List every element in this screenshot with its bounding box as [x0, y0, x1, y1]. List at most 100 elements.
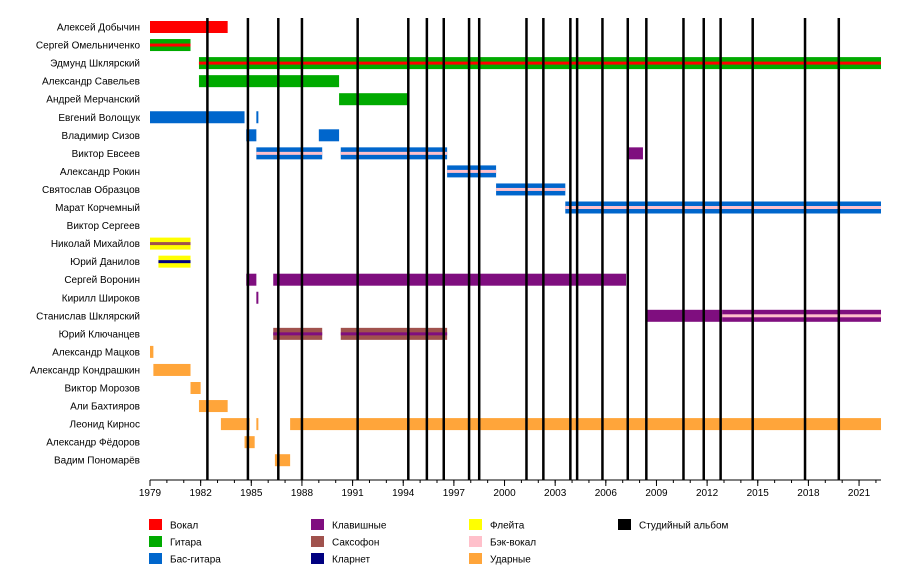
legend-label: Кларнет	[332, 555, 371, 566]
x-tick-label: 2012	[696, 488, 719, 499]
member-bar-drums	[153, 363, 191, 376]
legend-label: Флейта	[490, 521, 525, 532]
member-name: Кирилл Широков	[62, 293, 140, 304]
x-tick-label: 1991	[341, 488, 364, 499]
member-bar-accent-backing	[256, 151, 323, 155]
member-name: Сергей Омельниченко	[36, 41, 141, 52]
member-bar-accent-backing	[722, 314, 881, 318]
legend-label: Саксофон	[332, 537, 379, 549]
legend: Вокал Гитара Бас-гитара Клавишные Саксофон Кл…	[149, 519, 729, 566]
album-lines	[206, 18, 841, 480]
member-bar-drums	[190, 382, 201, 394]
legend-swatch-flute	[469, 519, 482, 530]
x-tick-label: 2018	[797, 488, 820, 499]
x-tick-label: 1979	[139, 488, 162, 499]
member-bar-drums	[150, 345, 154, 358]
member-name: Юрий Данилов	[70, 257, 140, 268]
legend-label: Клавишные	[332, 521, 387, 532]
member-name: Евгений Волощук	[58, 113, 140, 124]
member-bar-accent-backing	[340, 151, 448, 155]
member-bar-accent-vocal	[198, 61, 881, 65]
member-name: Марат Корчемный	[55, 203, 140, 214]
x-tick-label: 2015	[747, 488, 770, 499]
legend-item-keys: Клавишные	[311, 519, 387, 532]
member-bar-accent-backing	[447, 169, 497, 173]
member-name: Али Бахтияров	[70, 402, 140, 413]
legend-label: Ударные	[490, 555, 531, 566]
member-bar-accent-backing	[565, 206, 881, 209]
member-bar-keys	[246, 273, 257, 286]
x-tick-label: 2009	[645, 488, 668, 499]
member-name: Андрей Мерчанский	[46, 95, 140, 106]
legend-label: Студийный альбом	[639, 520, 729, 532]
x-tick-label: 2003	[544, 488, 567, 499]
member-name: Александр Фёдоров	[46, 438, 140, 449]
legend-label: Гитара	[170, 538, 202, 549]
member-bar-vocal	[150, 21, 228, 33]
member-bar-drums	[256, 418, 259, 431]
x-tick-label: 2000	[493, 488, 516, 499]
member-names: Алексей Добычин Сергей Омельниченко Эдмунд…	[30, 22, 141, 467]
member-name: Владимир Сизов	[62, 131, 140, 142]
member-bar-bass	[256, 111, 259, 124]
member-bars	[150, 21, 881, 467]
member-name: Виктор Евсеев	[72, 149, 140, 160]
legend-swatch-backing	[469, 536, 482, 547]
legend-swatch-vocal	[149, 519, 162, 530]
member-bar-keys	[273, 273, 627, 286]
member-bar-accent-keys	[409, 332, 448, 336]
member-name: Александр Кондрашкин	[30, 365, 140, 376]
member-name: Юрий Ключанцев	[59, 329, 140, 340]
member-name: Александр Рокин	[60, 167, 140, 178]
member-name: Алексей Добычин	[57, 22, 140, 34]
member-bar-accent-clarinet	[158, 260, 191, 264]
legend-swatch-sax	[311, 536, 324, 547]
legend-swatch-bass	[149, 553, 162, 564]
x-tick-label: 1985	[240, 488, 263, 499]
legend-swatch-keys	[311, 519, 324, 530]
member-name: Виктор Морозов	[65, 384, 140, 395]
member-name: Леонид Кирнос	[70, 420, 140, 431]
legend-label: Бэк-вокал	[490, 538, 536, 549]
member-bar-drums	[198, 400, 228, 413]
legend-swatch-drums	[469, 553, 482, 564]
member-bar-keys	[627, 147, 643, 160]
member-name: Святослав Образцов	[42, 184, 140, 196]
legend-item-drums: Ударные	[469, 553, 531, 566]
member-name: Николай Михайлов	[51, 239, 140, 250]
legend-swatch-album	[618, 519, 631, 530]
x-tick-label: 1988	[291, 488, 314, 499]
x-axis: 1979 1982 1985 1988 1991 1994 1997 2000 2003 2006…	[139, 479, 881, 499]
member-name: Вадим Пономарёв	[54, 456, 140, 467]
legend-item-guitar: Гитара	[149, 536, 202, 549]
member-name: Сергей Воронин	[64, 275, 140, 286]
member-bar-accent-vocal	[150, 43, 191, 47]
member-bar-accent-sax	[150, 242, 191, 246]
member-bar-guitar	[198, 75, 340, 88]
x-tick-label: 2006	[595, 488, 618, 499]
member-bar-accent-backing	[496, 187, 566, 191]
member-bar-bass	[150, 111, 245, 124]
legend-item-clarinet: Кларнет	[311, 553, 371, 566]
member-name: Виктор Сергеев	[67, 221, 140, 232]
member-name: Александр Савельев	[42, 77, 140, 88]
member-bar-drums	[220, 418, 250, 431]
member-bar-bass	[246, 129, 257, 142]
x-tick-label: 2021	[848, 488, 871, 499]
legend-item-vocal: Вокал	[149, 519, 198, 532]
member-bar-drums	[244, 436, 255, 449]
member-name: Станислав Шклярский	[36, 311, 140, 322]
member-bar-keys	[256, 291, 259, 304]
x-tick-label: 1982	[190, 488, 213, 499]
legend-item-bass: Бас-гитара	[149, 553, 221, 566]
legend-item-backing: Бэк-вокал	[469, 536, 536, 549]
member-bar-guitar	[339, 93, 409, 106]
x-tick-label: 1997	[443, 488, 466, 499]
legend-item-album: Студийный альбом	[618, 519, 729, 532]
legend-label: Вокал	[170, 521, 198, 532]
member-bar-accent-keys	[340, 332, 410, 336]
legend-swatch-guitar	[149, 536, 162, 547]
member-bar-drums	[290, 418, 881, 431]
legend-item-flute: Флейта	[469, 519, 525, 532]
